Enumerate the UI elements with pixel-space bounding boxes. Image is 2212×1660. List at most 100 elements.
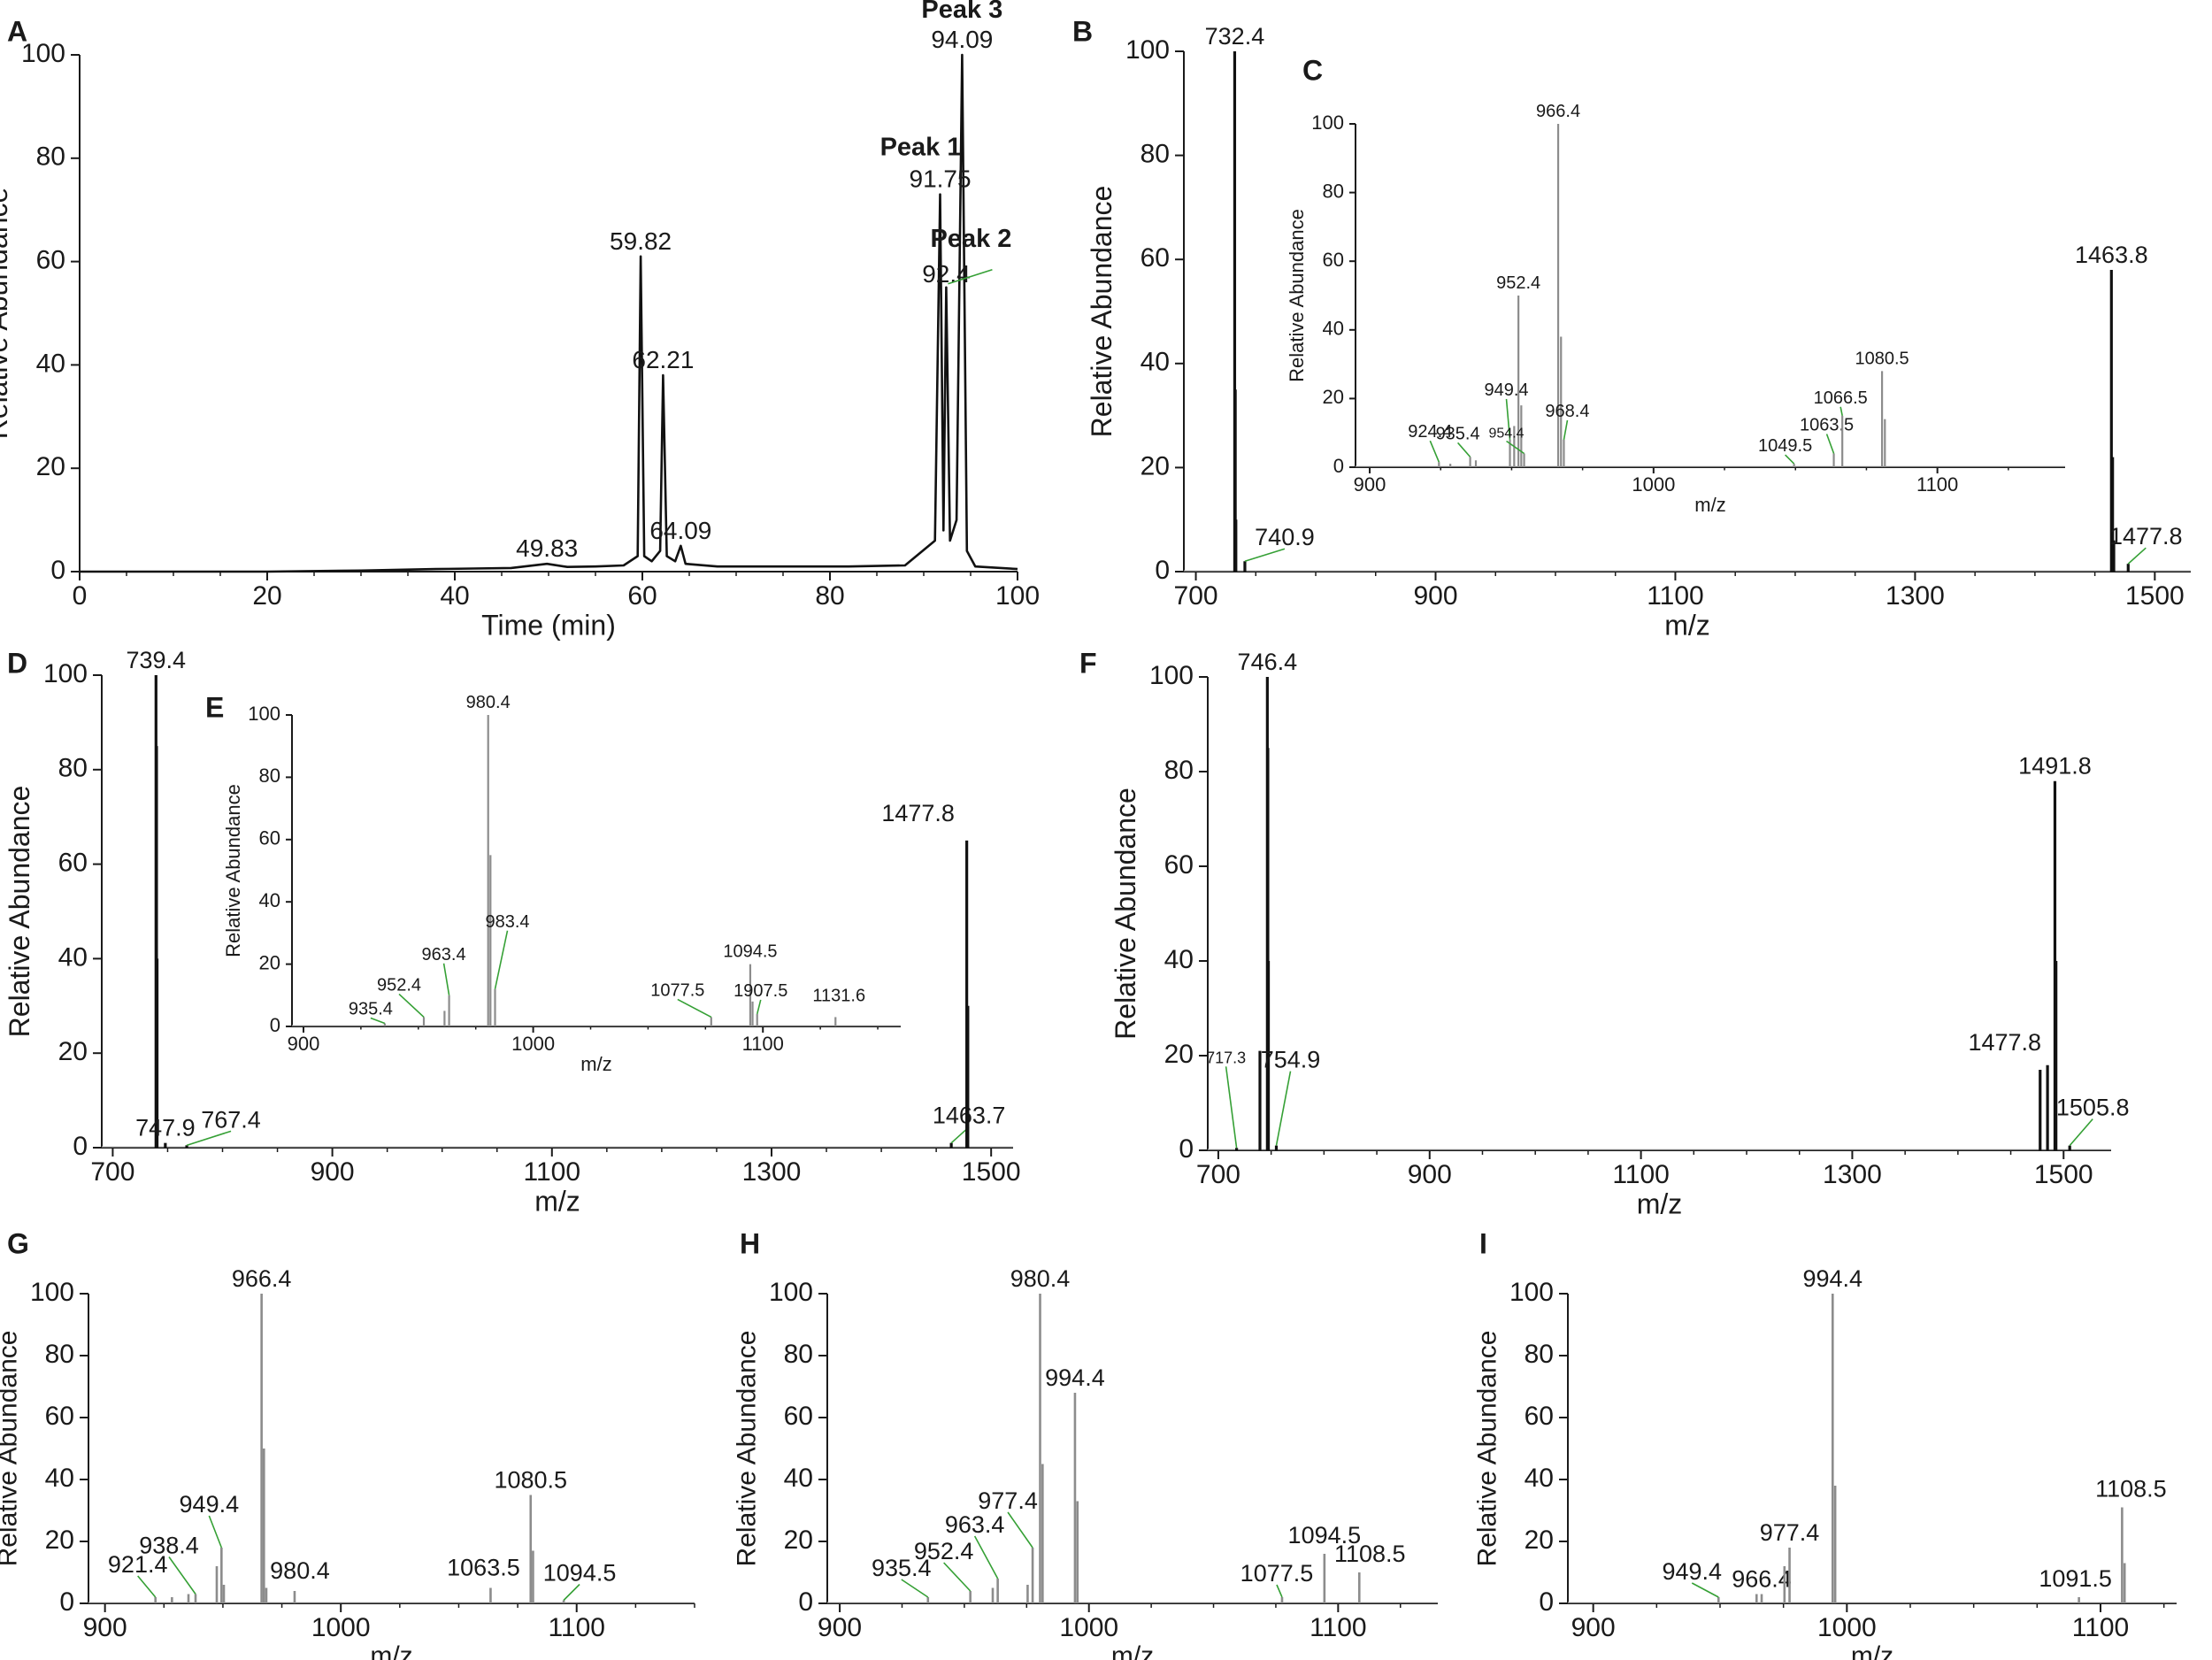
y-tick-label: 40 <box>259 889 280 911</box>
y-tick-label: 40 <box>1164 945 1194 974</box>
leader-line <box>208 1515 223 1549</box>
x-tick-label: 60 <box>627 581 657 611</box>
panel-letter-g: G <box>7 1227 29 1259</box>
peak-label: 1063.5 <box>1800 415 1854 434</box>
y-tick-label: 80 <box>36 142 65 172</box>
peak-label: 935.4 <box>349 999 393 1018</box>
leader-line <box>1276 1584 1283 1598</box>
x-tick-label: 1300 <box>1886 581 1945 611</box>
peak-label: 963.4 <box>422 945 466 964</box>
y-tick-label: 20 <box>1141 451 1170 480</box>
leader-line <box>1275 1071 1292 1146</box>
leader-line <box>1244 548 1286 563</box>
y-tick-label: 20 <box>36 452 65 481</box>
peak-label: 1063.5 <box>447 1555 520 1581</box>
y-tick-label: 0 <box>1539 1587 1554 1617</box>
y-tick-label: 80 <box>1323 180 1344 202</box>
x-tick-label: 1000 <box>1059 1613 1118 1642</box>
peak-label: 980.4 <box>466 693 511 712</box>
x-tick-label: 900 <box>311 1157 355 1187</box>
peak-label: 739.4 <box>127 647 187 673</box>
y-axis-label: Relative Abundance <box>733 1331 762 1567</box>
peak-label: 952.4 <box>914 1538 974 1564</box>
y-tick-label: 0 <box>1333 455 1344 477</box>
leader-line <box>494 930 509 989</box>
y-axis-label: Relative Abundance <box>1286 209 1308 382</box>
leader-line <box>1785 454 1795 465</box>
peak-title: Peak 2 <box>930 225 1011 253</box>
x-axis-label: m/z <box>370 1641 412 1660</box>
y-tick-label: 80 <box>1164 756 1194 785</box>
leader-line <box>948 269 993 285</box>
peak-label: 963.4 <box>945 1511 1005 1538</box>
y-tick-label: 20 <box>1164 1040 1194 1069</box>
x-tick-label: 1500 <box>2125 581 2185 611</box>
leader-line <box>1691 1582 1719 1598</box>
peak-label: 966.4 <box>1732 1566 1792 1593</box>
leader-line <box>186 1130 232 1147</box>
peak-label: 1907.5 <box>733 981 787 1001</box>
peak-label: 740.9 <box>1255 524 1315 550</box>
peak-label: 983.4 <box>485 912 529 932</box>
y-tick-label: 80 <box>58 754 88 783</box>
x-tick-label: 1500 <box>2034 1160 2093 1189</box>
peak-label: 1094.5 <box>723 942 777 962</box>
leader-line <box>563 1583 580 1602</box>
x-axis-label: m/z <box>1111 1641 1154 1660</box>
peak-label: 1477.8 <box>881 800 955 826</box>
peak-label: 1049.5 <box>1758 436 1812 456</box>
panel-letter-d: D <box>7 647 27 679</box>
y-axis-label: Relative Abundance <box>222 784 244 957</box>
peak-label: 1463.8 <box>2075 242 2148 268</box>
y-tick-label: 100 <box>248 703 280 725</box>
peak-label: 938.4 <box>139 1533 199 1559</box>
y-tick-label: 60 <box>45 1402 74 1431</box>
y-tick-label: 80 <box>45 1340 74 1369</box>
y-tick-label: 0 <box>798 1587 813 1617</box>
y-axis-label: Relative Abundance <box>1473 1331 1502 1567</box>
panel-letter-b: B <box>1072 15 1093 47</box>
y-tick-label: 80 <box>1141 140 1170 169</box>
chromatogram-trace <box>80 53 1018 573</box>
peak-label: 732.4 <box>1205 23 1265 50</box>
peak-label: 747.9 <box>135 1115 196 1141</box>
x-tick-label: 900 <box>288 1033 320 1055</box>
peak-label: 1077.5 <box>1240 1560 1314 1587</box>
peak-label: 1077.5 <box>650 980 704 1000</box>
x-tick-label: 1100 <box>548 1613 605 1642</box>
y-tick-label: 60 <box>784 1402 813 1431</box>
y-tick-label: 80 <box>784 1340 813 1369</box>
leader-line <box>442 963 450 995</box>
panel-letter-f: F <box>1079 647 1097 679</box>
peak-label: 952.4 <box>1496 273 1540 293</box>
x-tick-label: 1000 <box>1817 1613 1877 1642</box>
y-tick-label: 80 <box>259 765 280 787</box>
y-tick-label: 20 <box>1525 1526 1554 1555</box>
peak-label: 949.4 <box>1662 1558 1722 1585</box>
x-axis-label: m/z <box>1637 1188 1683 1220</box>
leader-line <box>137 1575 157 1598</box>
y-tick-label: 0 <box>1179 1134 1194 1164</box>
y-tick-label: 0 <box>59 1587 74 1617</box>
peak-label: 1080.5 <box>1855 349 1909 368</box>
leader-line <box>370 1017 386 1025</box>
y-tick-label: 60 <box>259 827 280 849</box>
x-tick-label: 1100 <box>1612 1160 1670 1189</box>
y-tick-label: 100 <box>21 39 65 68</box>
peak-label: 935.4 <box>872 1555 932 1581</box>
x-axis-label: m/z <box>1694 494 1725 516</box>
x-tick-label: 1100 <box>524 1157 581 1187</box>
y-tick-label: 20 <box>45 1526 74 1555</box>
peak-label: 59.82 <box>610 227 672 255</box>
x-axis-label: m/z <box>580 1053 611 1075</box>
peak-label: 949.4 <box>1484 380 1528 400</box>
x-tick-label: 100 <box>995 581 1040 611</box>
peak-label: 717.3 <box>1206 1049 1246 1066</box>
peak-label: 980.4 <box>1010 1265 1071 1292</box>
y-axis-label: Relative Abundance <box>4 786 35 1038</box>
peak-label: 1477.8 <box>1968 1029 2041 1056</box>
peak-label: 1080.5 <box>494 1467 567 1494</box>
y-axis-label: Relative Abundance <box>0 1331 23 1567</box>
x-tick-label: 700 <box>1174 581 1218 611</box>
peak-label: 994.4 <box>1802 1265 1863 1292</box>
